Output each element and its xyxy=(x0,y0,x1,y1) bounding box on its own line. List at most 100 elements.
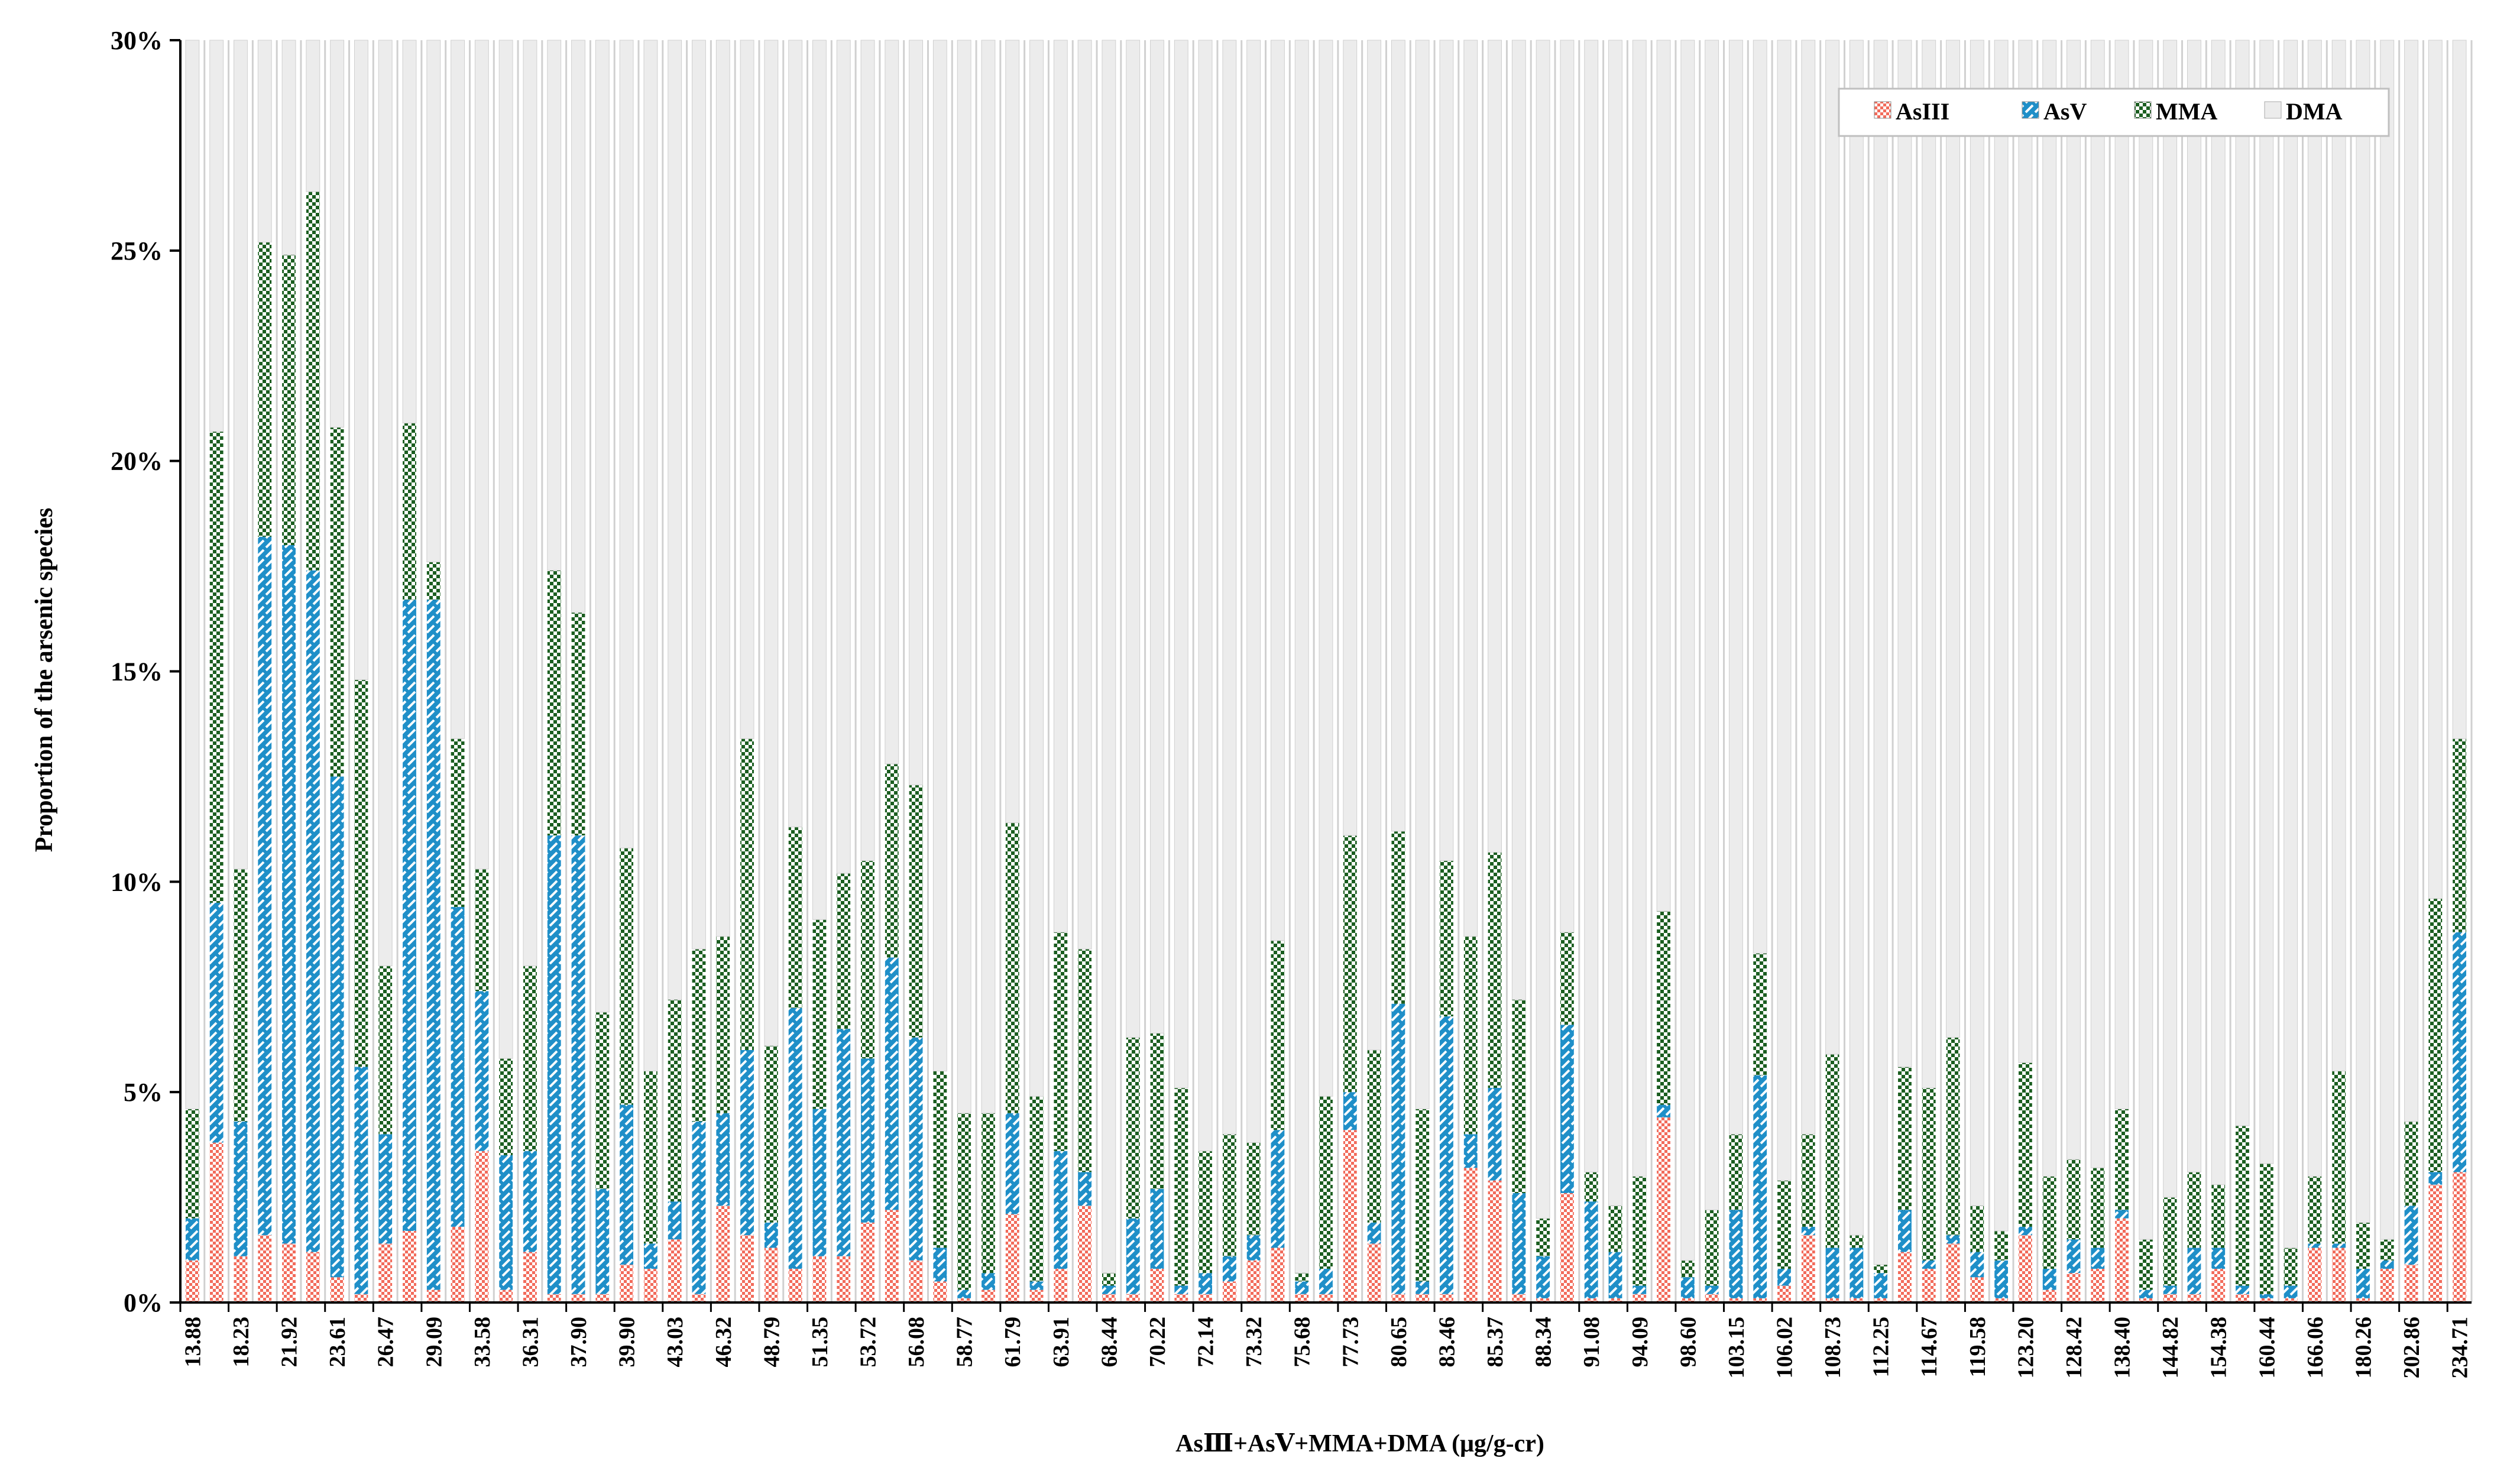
x-tick-label: 63.91 xyxy=(1049,1317,1074,1368)
bar-segment-dma xyxy=(498,40,513,1059)
bar-segment-mma xyxy=(1078,949,1092,1172)
bar-segment-asv xyxy=(2404,1206,2418,1265)
bar-segment-dma xyxy=(378,40,393,967)
bar-segment-dma xyxy=(306,40,320,192)
bar-segment-asv xyxy=(1657,1104,1670,1117)
x-tick-label: 119.58 xyxy=(1965,1317,1990,1377)
x-tick-label: 85.37 xyxy=(1483,1317,1508,1368)
bar-segment-asv xyxy=(1922,1260,1936,1269)
x-tick-label: 36.31 xyxy=(518,1317,543,1368)
bar-segment-asiii xyxy=(2453,1172,2467,1302)
x-tick-label: 23.61 xyxy=(325,1317,350,1368)
bar-segment-mma xyxy=(1150,1033,1164,1189)
bar-segment-dma xyxy=(2114,40,2129,1110)
bar-segment-asv xyxy=(764,1222,778,1248)
bar-segment-asiii xyxy=(1657,1117,1670,1302)
bar-segment-asiii xyxy=(1440,1294,1453,1302)
bar-segment-asv xyxy=(1850,1248,1864,1298)
bar-segment-asiii xyxy=(403,1231,416,1302)
bar-segment-mma xyxy=(2187,1172,2201,1248)
x-tick-label: 80.65 xyxy=(1387,1317,1411,1368)
bar-segment-asv xyxy=(1391,1003,1405,1294)
bar-segment-asiii xyxy=(837,1256,851,1302)
bar-segment-mma xyxy=(1005,822,1019,1113)
bar-segment-asv xyxy=(2356,1269,2370,1298)
bar-segment-asv xyxy=(2428,1172,2443,1185)
y-tick-label: 10% xyxy=(111,867,163,896)
bar-segment-dma xyxy=(474,40,489,870)
y-tick-label: 15% xyxy=(111,657,163,686)
bar-segment-mma xyxy=(2259,1164,2273,1294)
bar-segment-dma xyxy=(1849,40,1864,1236)
bar-segment-asiii xyxy=(1729,1298,1743,1302)
bar-segment-asv xyxy=(2187,1248,2201,1294)
bar-segment-dma xyxy=(1150,40,1164,1034)
bar-segment-mma xyxy=(1319,1096,1333,1269)
x-tick-label: 61.79 xyxy=(1000,1317,1025,1368)
y-axis-title: Proportion of the arsenic species xyxy=(31,508,58,852)
bar-segment-asv xyxy=(499,1155,513,1290)
bar-segment-asv xyxy=(885,957,899,1210)
bar-segment-asv xyxy=(1608,1252,1622,1298)
bar-segment-mma xyxy=(2308,1176,2322,1244)
bar-segment-dma xyxy=(2428,40,2443,899)
bar-segment-mma xyxy=(668,999,682,1202)
bar-segment-asiii xyxy=(1005,1214,1019,1302)
bar-segment-dma xyxy=(1970,40,1984,1206)
bar-segment-asiii xyxy=(1584,1298,1598,1302)
bar-segment-asiii xyxy=(812,1256,827,1302)
bar-segment-asiii xyxy=(1488,1180,1502,1302)
bar-segment-dma xyxy=(1271,40,1285,941)
bar-segment-mma xyxy=(1801,1134,1815,1227)
bar-segment-mma xyxy=(861,860,874,1059)
bar-segment-asiii xyxy=(1633,1294,1647,1302)
bar-segment-mma xyxy=(788,827,802,1008)
bar-segment-asiii xyxy=(2139,1298,2153,1302)
bar-segment-dma xyxy=(1415,40,1430,1110)
bar-segment-mma xyxy=(837,873,851,1029)
bar-segment-mma xyxy=(1753,953,1767,1075)
bar-segment-dma xyxy=(1198,40,1213,1152)
bar-segment-dma xyxy=(1946,40,1960,1038)
bar-segment-asiii xyxy=(2332,1248,2346,1302)
bar-segment-dma xyxy=(1680,40,1695,1261)
bar-segment-asiii xyxy=(1463,1168,1478,1302)
bar-segment-asiii xyxy=(571,1294,585,1302)
bar-segment-mma xyxy=(1295,1273,1309,1282)
bar-segment-dma xyxy=(1391,40,1405,832)
bar-segment-asv xyxy=(1463,1134,1478,1168)
bar-segment-asiii xyxy=(885,1210,899,1302)
bar-segment-mma xyxy=(1391,831,1405,1004)
bar-segment-dma xyxy=(1343,40,1358,836)
x-tick-label: 88.34 xyxy=(1531,1317,1556,1368)
x-tick-label: 166.06 xyxy=(2303,1317,2328,1379)
bar-segment-dma xyxy=(1897,40,1912,1067)
x-tick-label: 33.58 xyxy=(470,1317,495,1368)
x-tick-label: 29.09 xyxy=(422,1317,446,1368)
bar-segment-asiii xyxy=(1536,1298,1550,1302)
bar-segment-asiii xyxy=(1801,1235,1815,1302)
bar-segment-asv xyxy=(403,600,416,1232)
x-tick-label: 128.42 xyxy=(2062,1317,2087,1379)
bar-segment-asiii xyxy=(643,1269,657,1302)
bar-segment-asiii xyxy=(957,1298,971,1302)
bar-segment-mma xyxy=(620,848,634,1105)
bar-segment-asiii xyxy=(1560,1193,1574,1302)
bar-segment-dma xyxy=(1294,40,1309,1274)
bar-segment-mma xyxy=(957,1113,971,1290)
bar-segment-dma xyxy=(1439,40,1454,861)
bar-segment-mma xyxy=(282,254,296,545)
x-tick-label: 53.72 xyxy=(856,1317,881,1368)
bar-segment-dma xyxy=(1994,40,2009,1232)
bar-segment-asv xyxy=(1246,1235,1261,1261)
bar-segment-asv xyxy=(909,1037,923,1261)
bar-segment-dma xyxy=(2380,40,2395,1240)
legend: AsIII AsV MMA DMA xyxy=(1838,88,2390,137)
bar-segment-mma xyxy=(571,612,585,836)
x-tick-label: 138.40 xyxy=(2110,1317,2135,1379)
x-tick-label: 123.20 xyxy=(2013,1317,2038,1379)
legend-label-dma: DMA xyxy=(2286,98,2343,125)
bar-segment-mma xyxy=(2404,1121,2418,1206)
bar-segment-asv xyxy=(2115,1210,2129,1219)
bar-segment-asiii xyxy=(1825,1298,1839,1302)
